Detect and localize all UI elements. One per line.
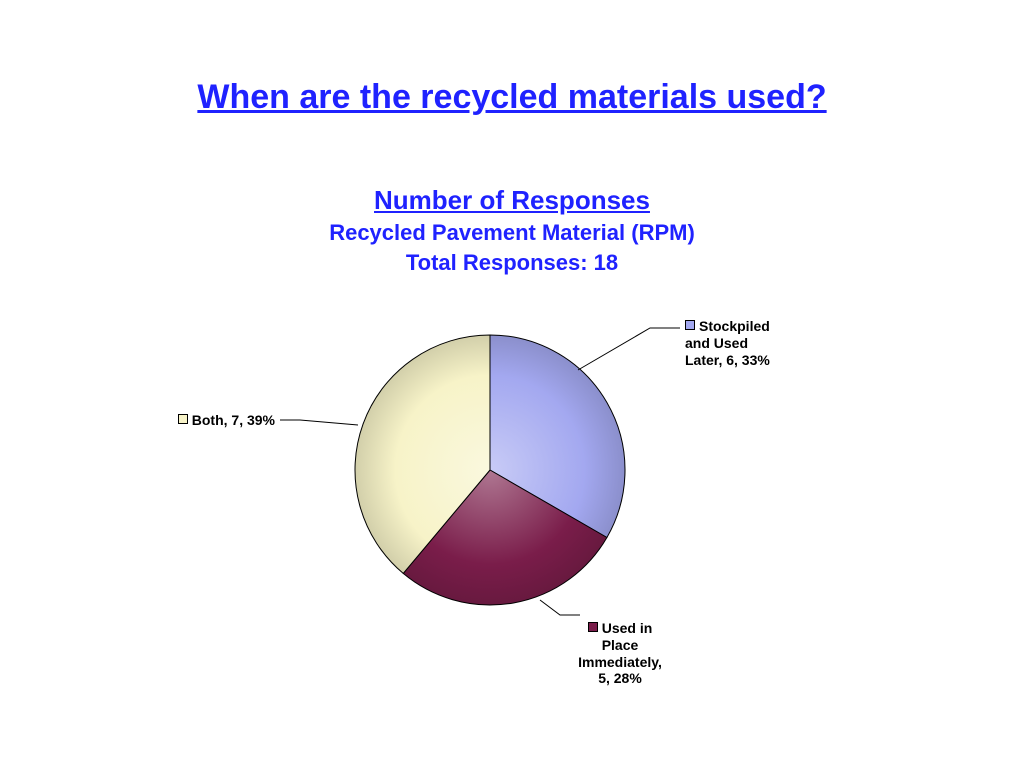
subtitle-line1: Number of Responses [0,185,1024,216]
label-text: Place [602,637,639,653]
pie-label-used-in-place-immediately: Used inPlaceImmediately,5, 28% [560,620,680,687]
legend-swatch [178,414,188,424]
subtitle-line2: Recycled Pavement Material (RPM) [0,220,1024,246]
label-text: 5, 28% [598,670,642,686]
legend-swatch [588,622,598,632]
subtitle-line3: Total Responses: 18 [0,250,1024,276]
label-text: Used in [602,620,653,636]
leader-line [540,600,580,615]
leader-line [280,420,358,425]
pie-svg [0,300,1024,720]
page-title: When are the recycled materials used? [0,78,1024,117]
pie-label-both: Both, 7, 39% [155,412,275,429]
label-text: Immediately, [578,654,662,670]
label-text: Both, 7, 39% [192,412,275,428]
label-text: Stockpiled [699,318,770,334]
leader-line [578,328,680,370]
pie-chart: Stockpiledand UsedLater, 6, 33% Used inPl… [0,300,1024,720]
pie-label-stockpiled-and-used-later: Stockpiledand UsedLater, 6, 33% [685,318,770,368]
legend-swatch [685,320,695,330]
label-text: Later, 6, 33% [685,352,770,368]
label-text: and Used [685,335,748,351]
